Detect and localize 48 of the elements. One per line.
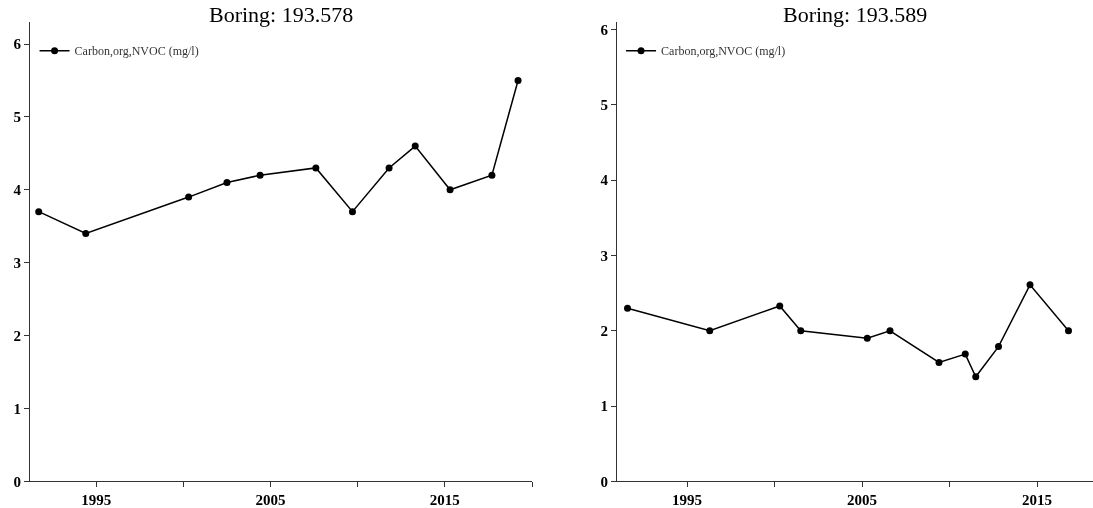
- x-tick-label: 2005: [255, 492, 286, 508]
- legend-label: Carbon,org,NVOC (mg/l): [74, 44, 199, 59]
- point: [776, 302, 784, 310]
- x-tick-label: 1995: [672, 492, 702, 508]
- point: [312, 164, 320, 172]
- point: [223, 179, 231, 186]
- y-tick-label: 2: [13, 327, 21, 344]
- x-tick-label: 2015: [429, 492, 460, 508]
- point: [706, 327, 714, 335]
- point: [82, 230, 90, 238]
- legend-label: Carbon,org,NVOC (mg/l): [661, 44, 786, 59]
- y-tick-label: 0: [13, 473, 21, 490]
- y-tick-label: 2: [600, 323, 608, 340]
- y-tick-label: 3: [600, 247, 608, 264]
- chart-title: Boring: 193.589: [783, 2, 928, 27]
- point: [488, 171, 496, 179]
- point: [385, 164, 393, 172]
- point: [185, 193, 193, 201]
- point: [256, 171, 264, 179]
- point: [446, 186, 454, 194]
- y-tick-label: 5: [600, 97, 608, 114]
- point: [863, 334, 871, 342]
- point: [886, 327, 894, 335]
- y-tick-label: 1: [13, 400, 21, 417]
- y-tick-label: 0: [600, 473, 608, 490]
- x-tick-label: 2015: [1022, 492, 1052, 508]
- point: [972, 373, 980, 381]
- point: [1026, 281, 1034, 289]
- x-tick-label: 2005: [847, 492, 877, 508]
- point: [411, 142, 419, 150]
- point: [624, 304, 631, 312]
- y-tick-label: 6: [13, 36, 22, 53]
- point: [1065, 327, 1072, 335]
- y-tick-label: 4: [13, 182, 22, 199]
- y-tick-label: 1: [600, 398, 608, 415]
- point: [935, 358, 943, 366]
- point: [35, 208, 43, 216]
- point: [514, 76, 522, 84]
- y-tick-label: 4: [600, 172, 609, 189]
- y-tick-label: 6: [600, 21, 609, 38]
- point: [348, 208, 356, 216]
- point: [995, 343, 1002, 351]
- chart-title: Boring: 193.578: [209, 2, 354, 27]
- x-tick-label: 1995: [81, 492, 112, 508]
- y-tick-label: 5: [13, 109, 21, 126]
- y-tick-label: 3: [13, 254, 21, 271]
- point: [961, 350, 969, 358]
- point: [797, 327, 805, 335]
